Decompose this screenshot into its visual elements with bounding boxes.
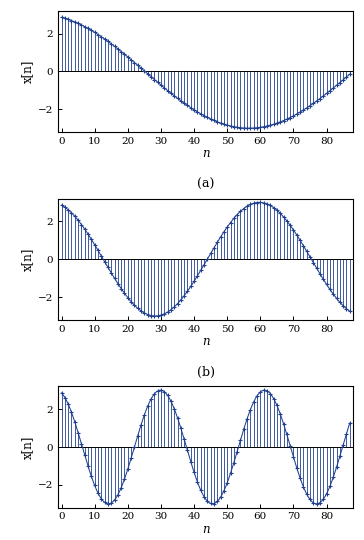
Y-axis label: x[n]: x[n] — [21, 60, 34, 83]
X-axis label: n: n — [202, 335, 209, 348]
Y-axis label: x[n]: x[n] — [21, 247, 34, 271]
Text: (b): (b) — [197, 366, 215, 379]
Y-axis label: x[n]: x[n] — [21, 435, 34, 458]
Text: (a): (a) — [197, 178, 214, 191]
X-axis label: n: n — [202, 523, 209, 536]
X-axis label: n: n — [202, 147, 209, 160]
